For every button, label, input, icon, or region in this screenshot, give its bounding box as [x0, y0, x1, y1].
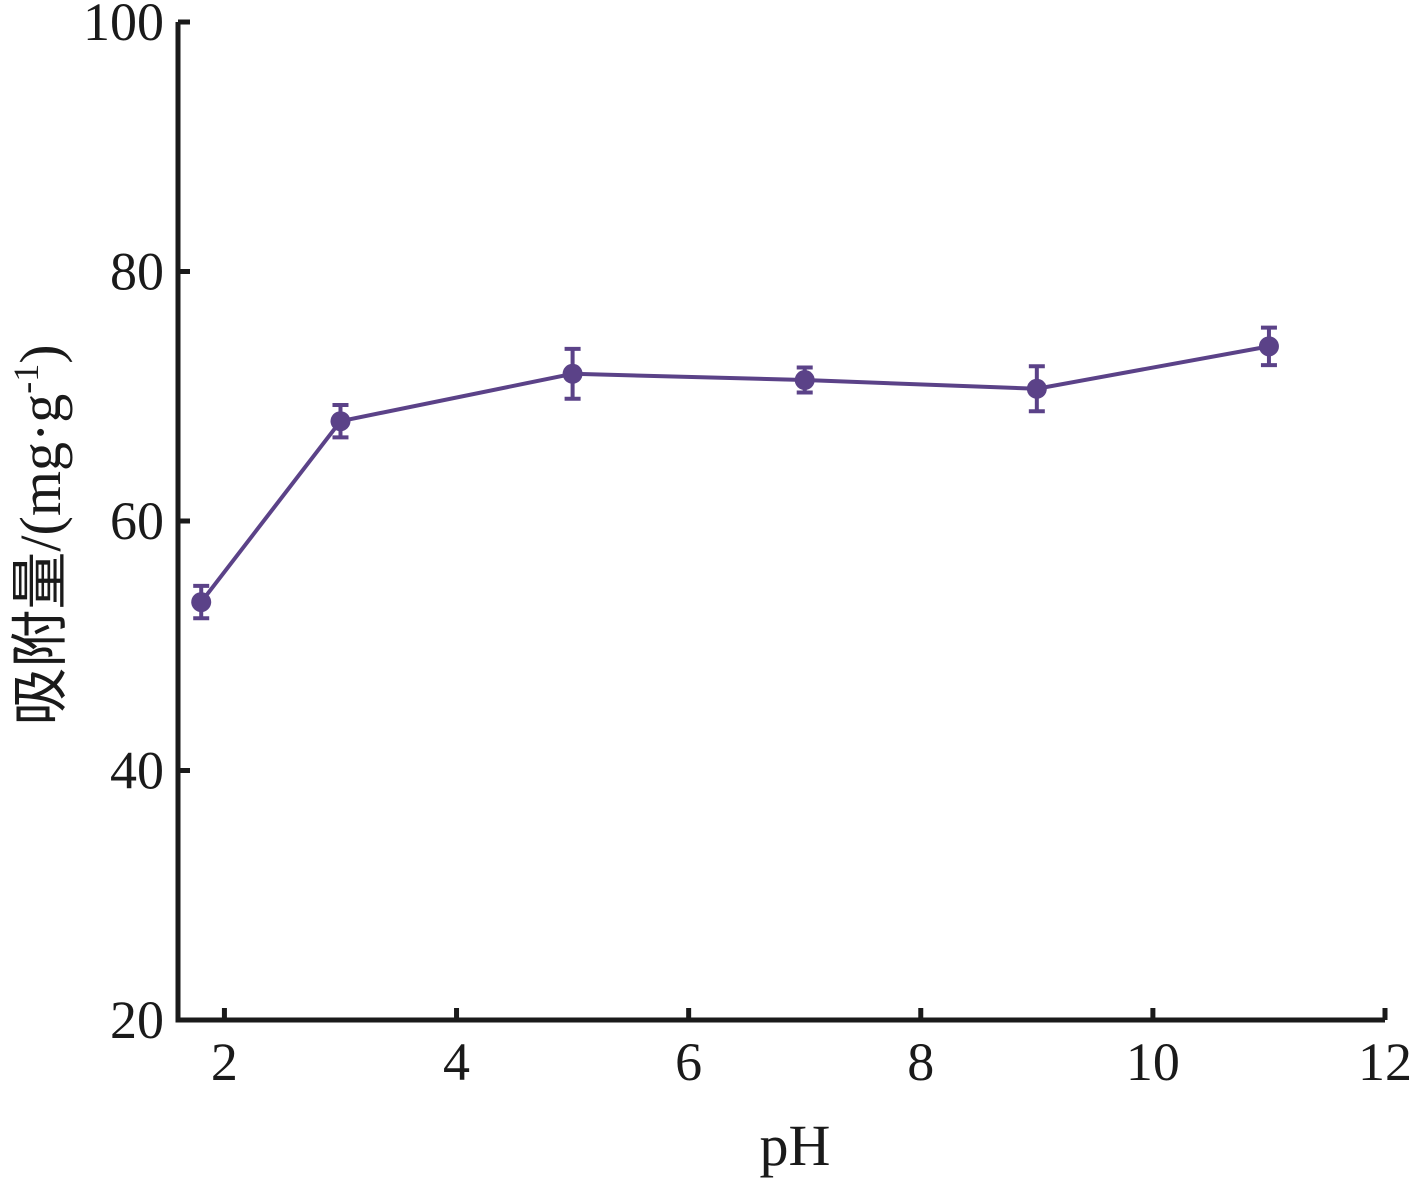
- data-point: [562, 363, 583, 384]
- x-tick-label: 8: [907, 1032, 934, 1092]
- data-point: [1026, 378, 1047, 399]
- y-tick-label: 40: [110, 741, 164, 801]
- axes: 20 40 60 80 100 2 4 6 8 10 12: [83, 0, 1412, 1092]
- y-axis-title-main: 吸附量/(mg·g: [8, 394, 73, 726]
- series-line: [199, 344, 1270, 604]
- y-tick-label: 80: [110, 242, 164, 302]
- axis-frame: [175, 22, 1385, 1023]
- x-tick-label: 12: [1358, 1032, 1412, 1092]
- x-tick-label: 6: [675, 1032, 702, 1092]
- x-tick-label: 4: [443, 1032, 470, 1092]
- series-layer: [191, 325, 1279, 621]
- y-axis-title-sup: -1: [6, 364, 46, 394]
- y-tick-label: 100: [83, 0, 164, 52]
- data-point: [794, 370, 815, 391]
- data-point: [191, 592, 212, 613]
- data-point: [330, 411, 351, 432]
- x-tick-label: 10: [1126, 1032, 1180, 1092]
- y-axis-title-end: ): [8, 344, 73, 363]
- x-axis-title: pH: [760, 1113, 831, 1178]
- y-tick-label: 20: [110, 990, 164, 1050]
- x-tick-label: 2: [211, 1032, 238, 1092]
- y-tick-label: 60: [110, 491, 164, 551]
- data-point: [1258, 336, 1279, 357]
- y-axis-title: 吸附量/(mg·g-1): [6, 344, 73, 725]
